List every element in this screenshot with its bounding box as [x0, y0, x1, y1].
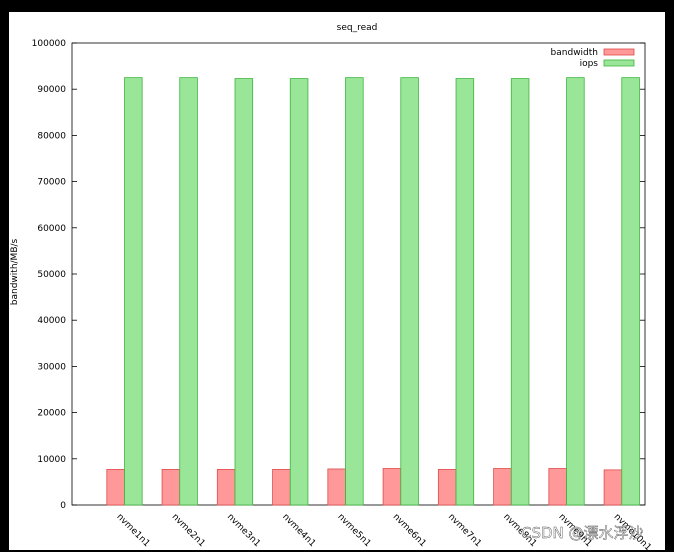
bar-iops-nvme4n1 — [289, 78, 309, 506]
bar-bandwidth-nvme9n1 — [548, 468, 567, 506]
bar-bandwidth-nvme8n1 — [493, 468, 512, 506]
bar-bandwidth-nvme1n1 — [106, 469, 125, 506]
y-tick-label: 20000 — [37, 409, 66, 419]
bar-iops-nvme3n1 — [234, 78, 254, 506]
legend-swatch-iops — [603, 59, 635, 67]
y-tick-label: 30000 — [37, 362, 66, 372]
bar-bandwidth-nvme7n1 — [437, 469, 457, 506]
bar-bandwidth-nvme10n1 — [603, 469, 623, 506]
legend-label-bandwidth: bandwidth — [551, 48, 598, 58]
chart-title: seq_read — [337, 23, 378, 33]
y-tick-label: 70000 — [37, 178, 66, 188]
bar-iops-nvme2n1 — [179, 77, 198, 506]
bar-iops-nvme9n1 — [566, 77, 585, 506]
x-tick-label: nvme1n1 — [114, 512, 151, 549]
x-tick-label: nvme2n1 — [170, 512, 207, 549]
bar-bandwidth-nvme6n1 — [382, 468, 402, 506]
chart-canvas: seq_read bandwith/MB/s 0 10000 20000 30000 4… — [9, 12, 665, 550]
bar-bandwidth-nvme3n1 — [216, 469, 236, 506]
legend-label-iops: iops — [580, 59, 599, 69]
y-tick-label: 40000 — [37, 316, 66, 326]
x-tick-label: nvme6n1 — [391, 512, 428, 549]
bar-iops-nvme1n1 — [124, 77, 143, 506]
bar-iops-nvme6n1 — [400, 77, 419, 506]
bar-bandwidth-nvme4n1 — [272, 469, 291, 506]
y-tick-label: 90000 — [37, 85, 66, 95]
y-tick-label: 60000 — [37, 224, 66, 234]
bar-chart: seq_read bandwith/MB/s 0 10000 20000 30000 4… — [10, 23, 653, 550]
watermark: CSDN @漂水浮沙 — [521, 524, 644, 542]
y-tick-label: 100000 — [32, 39, 67, 49]
y-tick-label: 10000 — [37, 455, 66, 465]
x-tick-label: nvme4n1 — [280, 512, 317, 549]
x-tick-label: nvme5n1 — [335, 512, 372, 549]
x-tick-label: nvme3n1 — [225, 512, 262, 549]
bar-iops-nvme7n1 — [455, 78, 475, 506]
y-tick-label: 80000 — [37, 131, 66, 141]
bar-bandwidth-nvme5n1 — [327, 468, 346, 506]
y-axis-label: bandwith/MB/s — [10, 238, 20, 305]
bar-bandwidth-nvme2n1 — [161, 469, 181, 506]
legend-swatch-bandwidth — [603, 48, 635, 56]
bar-iops-nvme8n1 — [510, 78, 530, 506]
y-tick-label: 0 — [60, 501, 66, 511]
bar-iops-nvme10n1 — [621, 77, 640, 506]
bar-iops-nvme5n1 — [345, 77, 364, 506]
plot-area: 0 10000 20000 30000 40000 50000 60000 70000 8000… — [32, 39, 653, 550]
y-tick-label: 50000 — [37, 270, 66, 280]
x-tick-label: nvme7n1 — [446, 512, 483, 549]
